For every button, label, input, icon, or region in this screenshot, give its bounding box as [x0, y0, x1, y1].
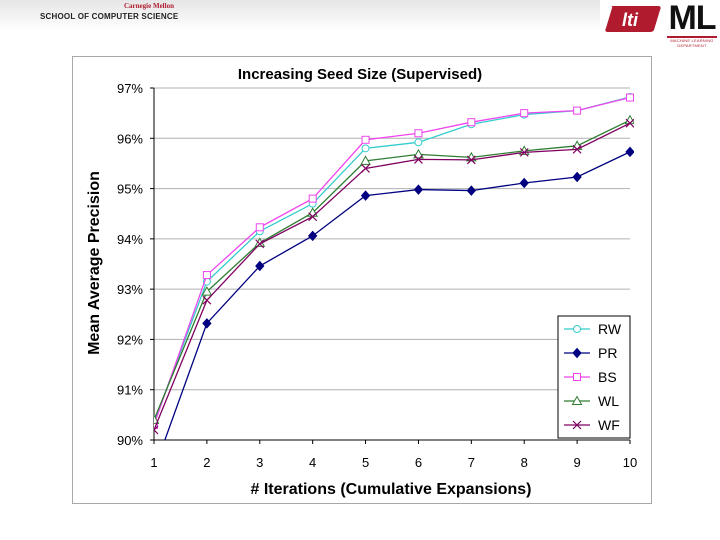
marker-x-stroke: [154, 425, 159, 431]
series-pr: [164, 146, 634, 440]
point-pr: [255, 260, 265, 272]
marker-x-stroke: [308, 212, 318, 222]
marker-x-stroke: [572, 144, 582, 154]
lti-logo: lti: [605, 6, 661, 32]
y-axis-label: Mean Average Precision: [86, 171, 103, 355]
point-bs: [573, 106, 582, 115]
series-line-bs: [154, 96, 631, 426]
point-wf: [414, 154, 423, 164]
point-bs: [414, 129, 423, 138]
legend-label-pr: PR: [598, 345, 617, 361]
point-wf: [466, 155, 476, 165]
marker-x-stroke: [154, 429, 159, 435]
series-line-wf: [154, 122, 631, 431]
point-pr: [360, 190, 371, 201]
x-tick-label: 8: [521, 455, 528, 470]
point-pr: [413, 184, 424, 195]
x-tick-label: 4: [309, 455, 316, 470]
point-wf: [519, 147, 529, 157]
x-tick-label: 7: [468, 455, 475, 470]
marker-x-stroke: [625, 118, 634, 128]
point-bs: [626, 93, 634, 102]
point-wf: [255, 239, 265, 249]
point-pr: [625, 146, 634, 158]
legend-marker-wf: [572, 420, 582, 430]
point-pr: [519, 177, 529, 189]
chart-title: Increasing Seed Size (Supervised): [238, 66, 482, 83]
y-tick-label: 95%: [117, 182, 143, 197]
y-tick-label: 90%: [117, 433, 143, 448]
point-wf: [308, 212, 318, 222]
point-wl: [201, 286, 213, 296]
legend-marker-bs: [573, 373, 581, 381]
point-wf: [625, 118, 634, 128]
ml-logo-bar: [667, 36, 717, 38]
point-wl: [413, 148, 424, 159]
marker-x-stroke: [466, 155, 476, 165]
legend-label-wf: WF: [598, 417, 620, 433]
point-wf: [154, 425, 159, 435]
point-pr: [466, 185, 477, 196]
x-tick-label: 6: [415, 455, 422, 470]
point-bs: [467, 118, 476, 127]
point-pr: [202, 318, 212, 329]
series-wf: [154, 118, 634, 435]
series-line-pr: [164, 151, 631, 440]
point-wf: [572, 144, 582, 154]
legend-label-bs: BS: [598, 369, 617, 385]
cmu-wordmark: Carnegie Mellon: [124, 2, 174, 10]
ml-logo-subtitle: MACHINE LEARNING DEPARTMENT: [670, 38, 714, 48]
y-tick-label: 93%: [117, 282, 143, 297]
marker-x-stroke: [255, 239, 265, 249]
marker-x-stroke: [361, 164, 370, 173]
y-tick-label: 94%: [117, 232, 143, 247]
marker-x-stroke: [202, 295, 212, 305]
lti-logo-text: lti: [622, 10, 639, 30]
x-tick-label: 5: [362, 455, 369, 470]
y-tick-label: 91%: [117, 383, 143, 398]
x-tick-label: 3: [256, 455, 263, 470]
legend-marker-rw: [573, 325, 581, 333]
point-wf: [202, 295, 212, 305]
point-bs: [520, 109, 529, 118]
x-axis-label: # Iterations (Cumulative Expansions): [251, 481, 532, 498]
legend-label-wl: WL: [598, 393, 619, 409]
point-pr: [572, 171, 582, 183]
series-bs: [154, 93, 634, 429]
header-band: [0, 0, 600, 30]
point-bs: [361, 135, 370, 144]
marker-x-stroke: [414, 154, 423, 164]
y-tick-label: 92%: [117, 332, 143, 347]
legend-label-rw: RW: [598, 321, 622, 337]
point-bs: [255, 223, 264, 232]
x-tick-label: 2: [203, 455, 210, 470]
point-rw: [361, 144, 370, 153]
point-wl: [360, 155, 371, 165]
y-tick-label: 96%: [117, 131, 143, 146]
legend-marker-pr: [572, 347, 582, 359]
marker-x-stroke: [572, 420, 582, 430]
point-rw: [414, 138, 423, 147]
x-tick-label: 1: [150, 455, 157, 470]
marker-x-stroke: [519, 147, 529, 157]
slide-header: Carnegie Mellon SCHOOL OF COMPUTER SCIEN…: [0, 0, 720, 50]
series-line-wl: [154, 119, 631, 421]
x-tick-label: 10: [623, 455, 637, 470]
school-label: SCHOOL OF COMPUTER SCIENCE: [40, 12, 179, 21]
point-bs: [308, 194, 317, 203]
series-line-rw: [154, 96, 631, 423]
point-bs: [202, 271, 211, 280]
y-tick-label: 97%: [117, 81, 143, 96]
point-pr: [307, 230, 318, 242]
legend-marker-wl: [571, 395, 583, 405]
ml-logo: ML: [668, 0, 716, 37]
x-tick-label: 9: [573, 455, 580, 470]
point-wf: [361, 164, 370, 173]
